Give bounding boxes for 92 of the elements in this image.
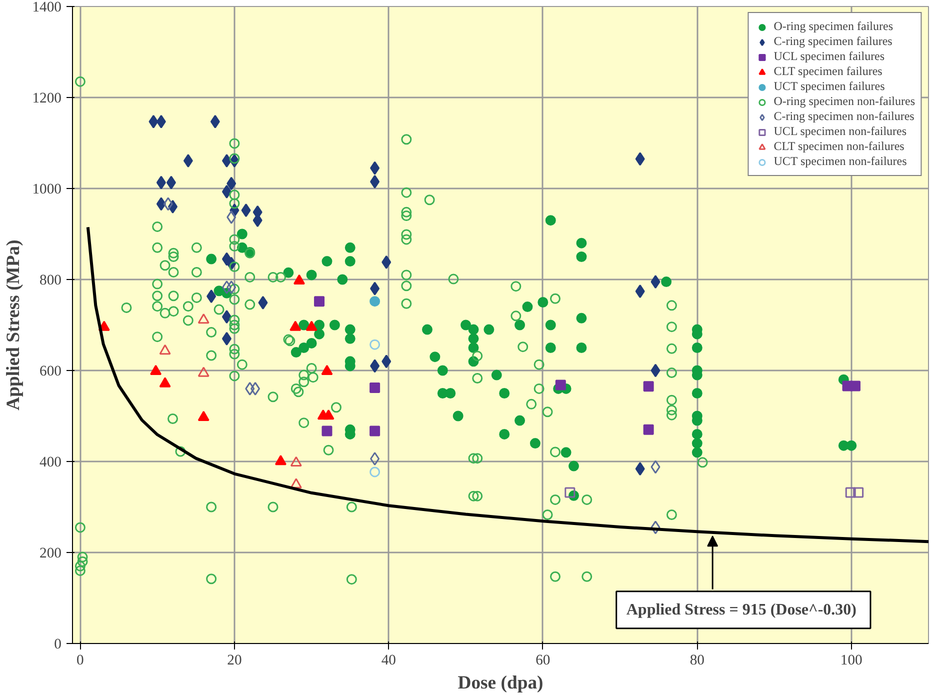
y-tick-label: 1400 — [32, 0, 62, 16]
point — [290, 320, 302, 331]
point — [222, 332, 232, 346]
point — [159, 344, 171, 355]
point — [226, 280, 236, 294]
y-tick-label: 1000 — [32, 182, 62, 198]
point — [853, 487, 864, 498]
legend-label: CLT specimen non-failures — [774, 139, 904, 154]
point — [156, 197, 166, 211]
x-tick-label: 40 — [381, 652, 396, 668]
y-tick-label: 400 — [40, 454, 62, 470]
point — [370, 174, 380, 188]
x-tick-label: 80 — [690, 652, 704, 668]
point — [156, 176, 166, 190]
line-series — [86, 226, 928, 544]
y-tick-label: 600 — [40, 364, 62, 380]
point — [635, 152, 645, 166]
legend-label: C-ring specimen non-failures — [774, 109, 914, 124]
y-axis-title: Applied Stress (MPa) — [3, 240, 24, 410]
point — [245, 382, 255, 396]
point — [163, 197, 173, 211]
point — [321, 364, 333, 376]
legend-label: UCT specimen non-failures — [774, 154, 907, 169]
legend-label: UCL specimen failures — [774, 49, 885, 64]
y-tick-label: 1200 — [32, 90, 62, 106]
point — [222, 184, 232, 198]
point — [159, 377, 171, 388]
point — [845, 487, 856, 498]
point — [241, 204, 251, 218]
point — [206, 290, 216, 304]
point — [322, 426, 332, 436]
point — [198, 366, 210, 377]
legend-label: O-ring specimen non-failures — [774, 94, 915, 109]
x-tick-label: 60 — [536, 652, 550, 668]
point — [156, 114, 166, 128]
point — [370, 426, 380, 436]
point — [222, 280, 232, 294]
point — [226, 176, 236, 190]
point — [564, 487, 576, 498]
point — [850, 380, 860, 392]
point — [650, 275, 660, 289]
point — [322, 409, 334, 420]
point — [222, 310, 232, 324]
point — [198, 410, 210, 421]
legend-label: UCL specimen non-failures — [774, 124, 907, 139]
point — [370, 359, 380, 373]
point — [370, 452, 380, 466]
point — [198, 313, 210, 324]
point — [370, 339, 380, 350]
point — [635, 462, 645, 476]
y-tick-label: 0 — [54, 636, 62, 652]
point — [643, 424, 654, 435]
point — [650, 520, 660, 534]
point — [293, 274, 305, 284]
point — [250, 382, 260, 396]
point — [370, 296, 380, 307]
point — [643, 381, 654, 392]
legend-label: C-ring specimen failures — [774, 34, 892, 49]
point — [382, 255, 392, 269]
x-axis-title: Dose (dpa) — [458, 672, 544, 694]
point — [370, 466, 380, 478]
point — [370, 161, 380, 175]
x-tick-label: 20 — [227, 652, 242, 668]
x-tick-label: 0 — [76, 652, 84, 668]
point — [306, 320, 318, 331]
point — [650, 364, 660, 378]
point — [183, 154, 193, 168]
point — [314, 296, 325, 307]
point — [555, 380, 566, 390]
point — [222, 252, 232, 266]
legend-label: UCT specimen failures — [774, 79, 885, 94]
point — [370, 382, 380, 394]
point — [650, 460, 660, 474]
point — [290, 478, 302, 488]
point — [222, 154, 232, 168]
point — [635, 284, 645, 298]
point — [370, 282, 380, 296]
point — [210, 114, 220, 128]
point — [226, 210, 236, 224]
point — [166, 176, 176, 190]
point — [150, 364, 162, 376]
point — [290, 456, 302, 466]
annotation: Applied Stress = 915 (Dose^-0.30) — [626, 601, 856, 618]
point — [382, 354, 392, 368]
point — [148, 114, 158, 128]
y-tick-label: 800 — [40, 272, 62, 288]
legend-label: CLT specimen failures — [774, 64, 882, 79]
y-tick-label: 200 — [40, 546, 62, 562]
point — [274, 454, 286, 466]
x-tick-label: 100 — [840, 652, 862, 668]
legend-label: O-ring specimen failures — [774, 19, 893, 34]
point — [258, 296, 268, 310]
